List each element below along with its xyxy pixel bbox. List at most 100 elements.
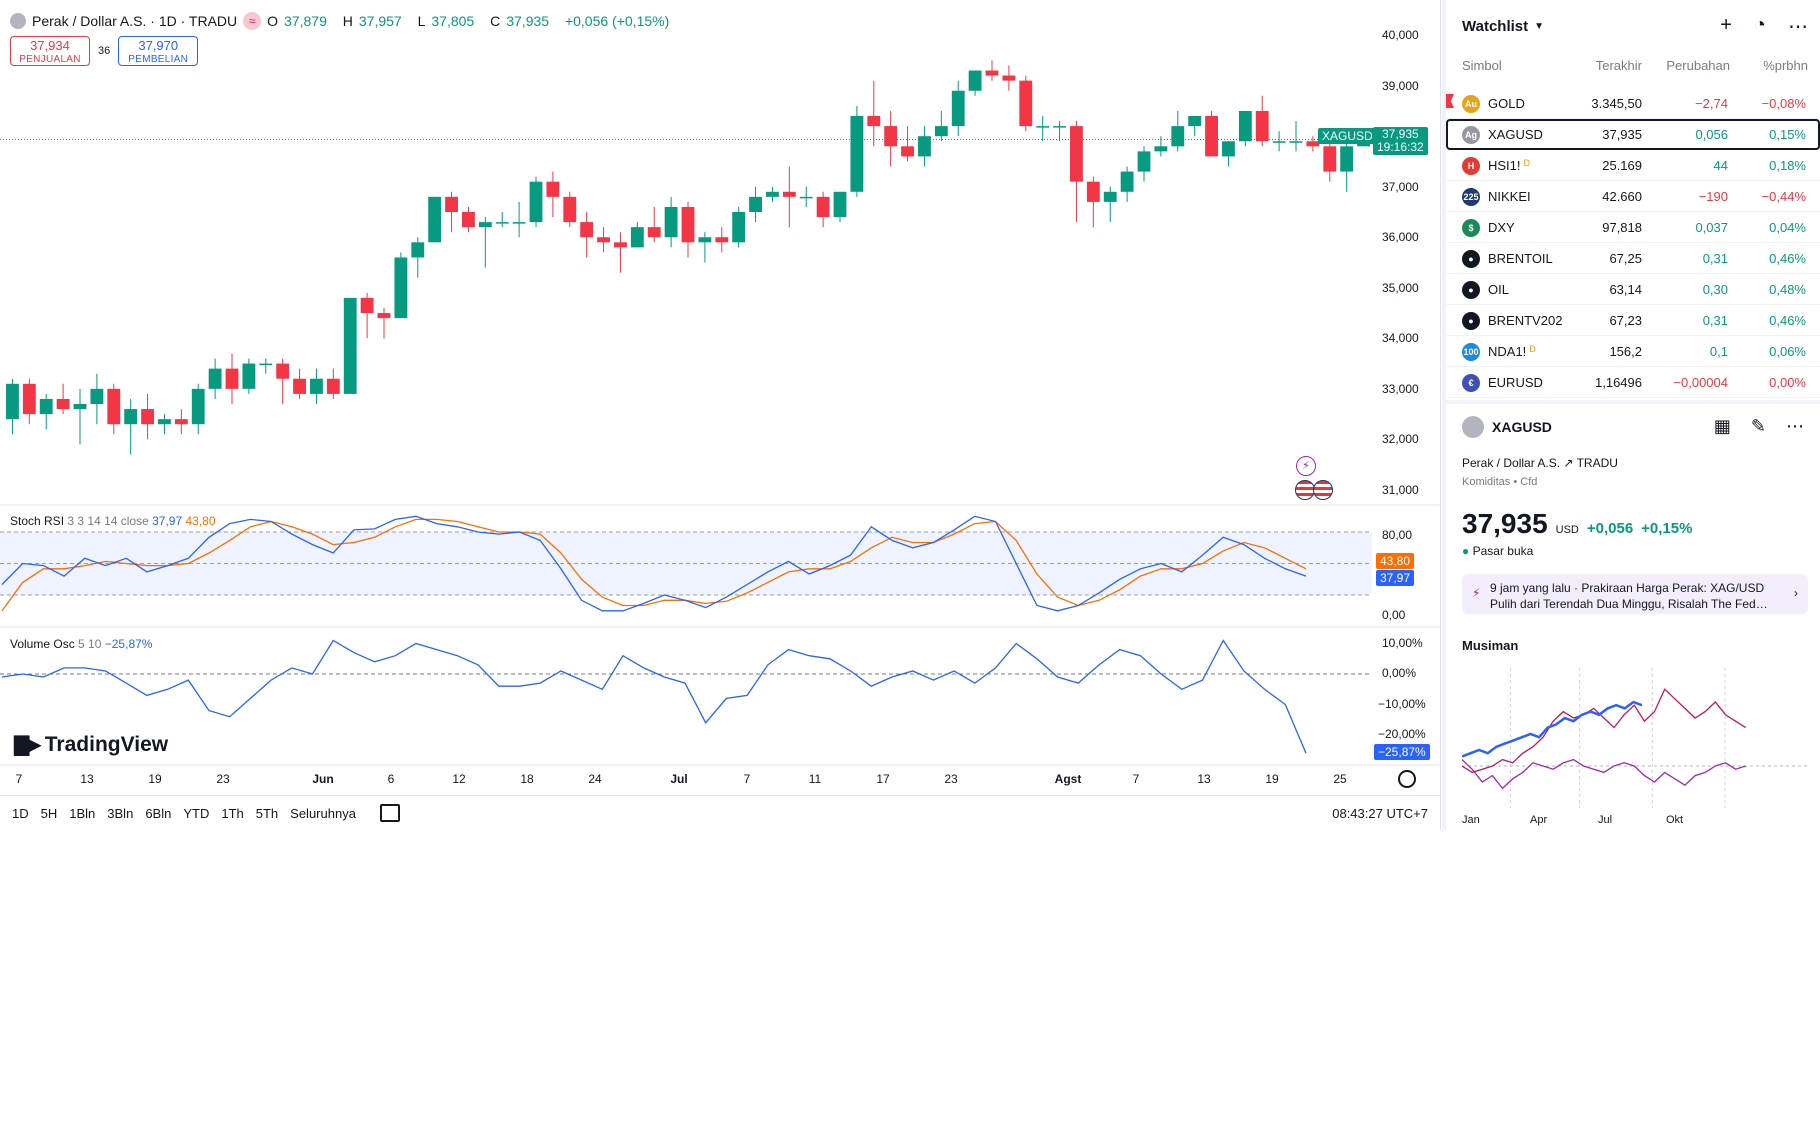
last-price: 37,935 [1602, 127, 1642, 142]
watchlist-row-dxy[interactable]: $ DXY 97,818 0,037 0,04% [1446, 212, 1820, 243]
clock[interactable]: 08:43:27 UTC+7 [1332, 805, 1428, 821]
candle-body [968, 70, 982, 91]
timeframe-1bln[interactable]: 1Bln [69, 805, 96, 821]
seasonal-axis-label: Okt [1666, 814, 1684, 826]
buy-button[interactable]: 37,970 PEMBELIAN [118, 36, 199, 66]
candle-body [985, 70, 999, 76]
more-icon[interactable]: ⋯ [1788, 16, 1808, 38]
timeframe-1d[interactable]: 1D [12, 805, 29, 821]
seasonal-axis-label: Jul [1598, 814, 1613, 826]
trade-buttons: 37,934 PENJUALAN 36 37,970 PEMBELIAN [10, 36, 199, 66]
flag-icon[interactable] [1446, 94, 1454, 108]
events-lightning-icon[interactable]: ⚡ [1296, 456, 1316, 476]
percent-change: 0,46% [1769, 313, 1806, 328]
col-change[interactable]: Perubahan [1666, 58, 1730, 73]
candle-body [766, 191, 779, 197]
stoch-k-tag: 37,97 [1376, 570, 1415, 586]
stoch-rsi-legend[interactable]: Stoch RSI 3 3 14 14 close 37,97 43,80 [10, 514, 216, 528]
candle-body [73, 404, 87, 410]
external-link-icon[interactable]: ↗ [1563, 456, 1574, 470]
time-axis-label: 24 [588, 772, 602, 786]
timeframe-1th[interactable]: 1Th [221, 805, 244, 821]
last-price: 97,818 [1602, 220, 1642, 235]
change-value: +0,056 (+0,15%) [564, 13, 670, 29]
current-price-tag: 37,935 19:16:32 [1373, 127, 1428, 155]
candle-body [478, 222, 492, 228]
watchlist-row-hsi1![interactable]: H HSI1! D 25.169 44 0,18% [1446, 150, 1820, 181]
vo-axis-10: 10,00% [1382, 636, 1423, 650]
chart-canvas[interactable] [0, 0, 1440, 795]
us-flag-icon[interactable] [1295, 480, 1315, 500]
watchlist-title[interactable]: Watchlist ▼ [1462, 18, 1545, 35]
time-axis-label: 19 [1265, 772, 1279, 786]
watchlist-row-xagusd[interactable]: Ag XAGUSD 37,935 0,056 0,15% [1446, 119, 1820, 150]
watchlist-row-brentv202[interactable]: ● BRENTV202 67,23 0,31 0,46% [1446, 305, 1820, 336]
candle-body [732, 212, 746, 243]
chart-area[interactable]: Perak / Dollar A.S. · 1D · TRADU ≈ O 37,8… [0, 0, 1441, 830]
watchlist-row-nda1![interactable]: 100 NDA1! D 156,2 0,1 0,06% [1446, 336, 1820, 367]
timeframe-seluruhnya[interactable]: Seluruhnya [290, 805, 356, 821]
watchlist-row-nikkei[interactable]: 225 NIKKEI 42.660 −190 −0,44% [1446, 181, 1820, 212]
seasonal-chart[interactable] [1462, 658, 1808, 808]
watchlist-row-oil[interactable]: ● OIL 63,14 0,30 0,48% [1446, 274, 1820, 305]
col-last[interactable]: Terakhir [1595, 58, 1642, 73]
price-change: 0,1 [1709, 344, 1728, 359]
compare-icon[interactable]: ≈ [243, 12, 262, 30]
watchlist-row-gold[interactable]: Au GOLD 3.345,50 −2,74 −0,08% [1446, 88, 1820, 119]
tradingview-logo[interactable]: ▇▶ TradingView [14, 732, 169, 757]
details-header[interactable]: XAGUSD [1462, 416, 1552, 438]
col-pct[interactable]: %prbhn [1763, 58, 1808, 73]
add-symbol-icon[interactable]: + [1720, 14, 1732, 36]
edit-icon[interactable]: ✎ [1750, 416, 1766, 436]
timeframe-6bln[interactable]: 6Bln [145, 805, 172, 821]
col-symbol[interactable]: Simbol [1462, 58, 1502, 73]
date-range-icon[interactable] [379, 804, 400, 822]
symbol-logo-icon: 100 [1462, 343, 1480, 361]
last-price: 156,2 [1609, 344, 1642, 359]
symbol-title[interactable]: Perak / Dollar A.S. · 1D · TRADU [32, 13, 238, 29]
price-change: −190 [1698, 189, 1728, 204]
candle-body [124, 409, 138, 425]
candle-body [39, 398, 53, 415]
candle-body [1137, 151, 1151, 172]
ohlc-values: O 37,879 H 37,957 L 37,805 C 37,935 +0,056 (… [267, 13, 670, 29]
symbol-name: BRENTV202 [1488, 313, 1563, 328]
price-axis-label: 40,000 [1382, 28, 1419, 43]
candle-body [934, 126, 948, 137]
candle-body [833, 191, 847, 218]
right-panel: Watchlist ▼ + ◔ ⋯ Simbol Terakhir Peruba… [1442, 0, 1820, 830]
bottom-toolbar: 1D 5H 1Bln 3Bln 6Bln YTD 1Th 5Th Seluruhnya 08:4… [0, 795, 1440, 830]
last-price: 42.660 [1602, 189, 1642, 204]
more-icon[interactable]: ⋯ [1786, 416, 1804, 436]
candle-body [1340, 146, 1354, 172]
watchlist: Au GOLD 3.345,50 −2,74 −0,08% Ag XAGUSD 37,935 0… [1446, 88, 1820, 398]
time-axis-label: 25 [1333, 772, 1347, 786]
percent-change: 0,18% [1769, 158, 1806, 173]
timeframe-ytd[interactable]: YTD [183, 805, 210, 821]
candle-body [1289, 141, 1303, 143]
watchlist-row-brentoil[interactable]: ● BRENTOIL 67,25 0,31 0,46% [1446, 243, 1820, 274]
us-flag-icon[interactable] [1313, 480, 1333, 500]
price-axis-label: 33,000 [1382, 381, 1419, 396]
price-change: −2,74 [1695, 96, 1728, 111]
chevron-down-icon: ▼ [1534, 21, 1545, 32]
candle-body [1002, 75, 1016, 81]
candle-body [1053, 126, 1066, 128]
timeframe-5h[interactable]: 5H [40, 805, 58, 821]
volume-osc-legend[interactable]: Volume Osc 5 10 −25,87% [10, 637, 153, 651]
price-axis-label: 39,000 [1382, 78, 1419, 93]
delayed-badge: D [1529, 344, 1536, 354]
price-change: −0,00004 [1673, 375, 1728, 390]
price-axis-label: 32,000 [1382, 432, 1419, 447]
timeframe-5th[interactable]: 5Th [255, 805, 279, 821]
news-item[interactable]: ⚡ 9 jam yang lalu · Prakiraan Harga Pera… [1462, 574, 1808, 614]
settings-gear-icon[interactable] [1398, 770, 1416, 788]
grid-layout-icon[interactable]: ▦ [1713, 416, 1731, 436]
symbol-logo-icon: € [1462, 374, 1480, 392]
details-category: Komiditas • Cfd [1462, 476, 1538, 488]
advanced-view-icon[interactable]: ◔ [1753, 14, 1766, 36]
candle-body [681, 206, 695, 243]
timeframe-3bln[interactable]: 3Bln [107, 805, 134, 821]
sell-button[interactable]: 37,934 PENJUALAN [10, 36, 90, 66]
watchlist-row-eurusd[interactable]: € EURUSD 1,16496 −0,00004 0,00% [1446, 367, 1820, 398]
